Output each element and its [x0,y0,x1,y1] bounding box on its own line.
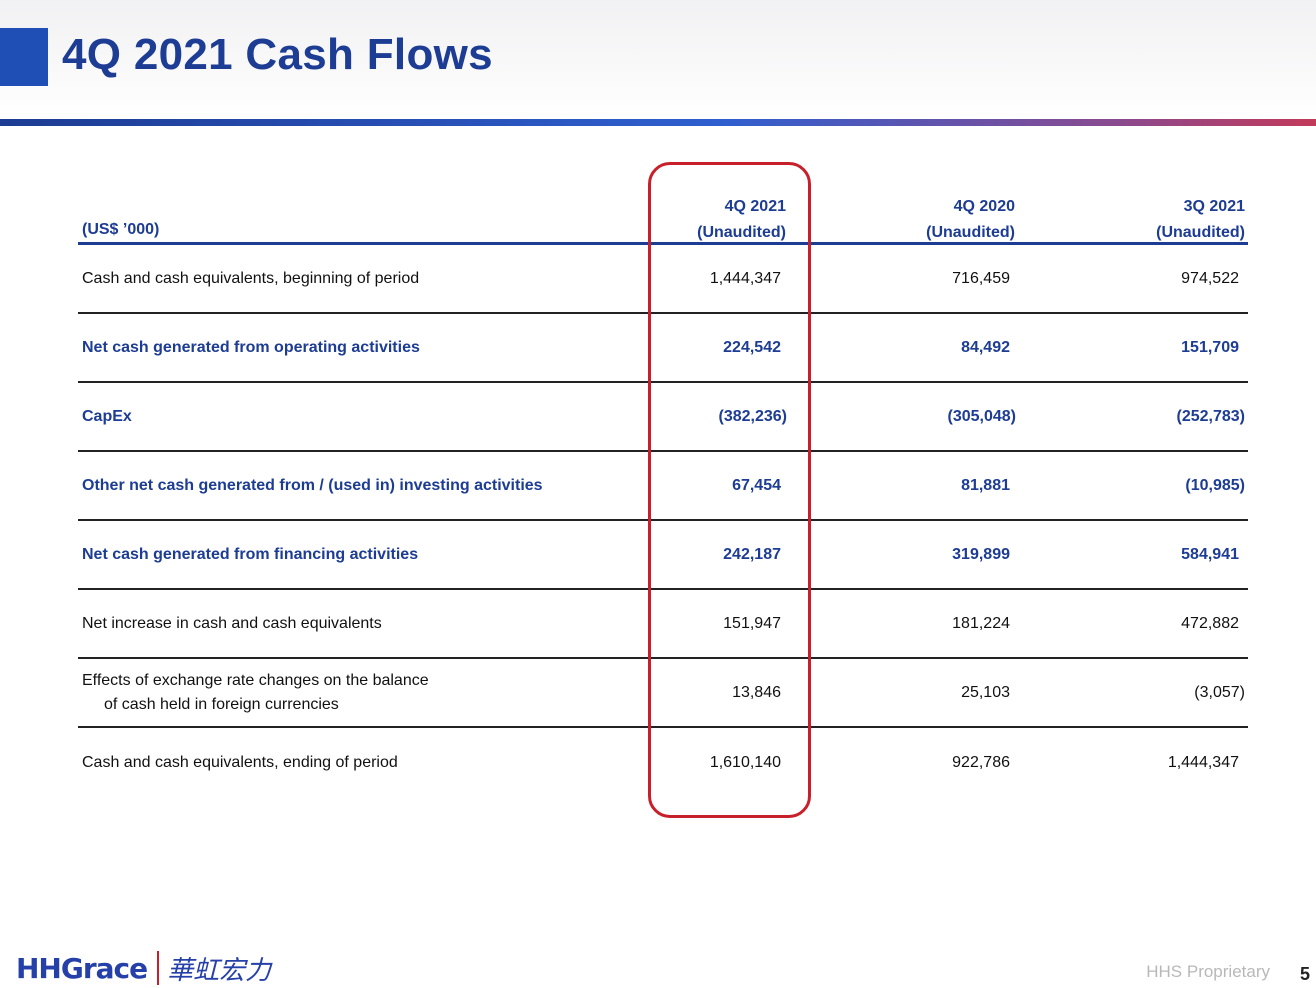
page-number: 5 [1299,964,1310,984]
slide-header: 4Q 2021 Cash Flows [0,0,1316,120]
cell-3q2021: 1,444,347 [1167,753,1239,771]
table-row: Cash and cash equivalents, ending of per… [78,728,1248,797]
row-label-line2: of cash held in foreign currencies [104,695,339,713]
table-row: Other net cash generated from / (used in… [78,452,1248,521]
row-label: Net cash generated from operating activi… [82,338,420,356]
column-period: 4Q 2021 [724,198,786,215]
column-period: 4Q 2020 [953,198,1015,215]
cell-3q2021: (252,783) [1176,407,1246,425]
cell-3q2021: 151,709 [1181,338,1239,356]
cell-4q2020: 81,881 [961,476,1010,494]
row-label: Net cash generated from financing activi… [82,545,419,563]
table-row: Net cash generated from operating activi… [78,314,1248,383]
column-note: (Unaudited) [926,224,1015,241]
title-underline-bar [0,119,1316,126]
cell-3q2021: 584,941 [1181,545,1239,563]
title-accent-square [0,28,48,86]
footer-proprietary: HHS Proprietary [1146,962,1270,981]
cell-4q2020: 319,899 [952,545,1010,563]
column-header-4q2021: 4Q 2021 (Unaudited) [697,194,786,246]
row-label-line1: Effects of exchange rate changes on the … [82,671,429,689]
cell-3q2021: 974,522 [1181,269,1239,287]
column-header-3q2021: 3Q 2021 (Unaudited) [1156,194,1245,246]
cell-4q2021: 1,444,347 [709,269,781,287]
slide-title: 4Q 2021 Cash Flows [62,30,493,79]
row-label: Effects of exchange rate changes on the … [82,659,582,726]
logo-divider [157,951,160,985]
cell-3q2021: (3,057) [1194,683,1245,701]
cell-4q2020: 25,103 [961,683,1010,701]
cell-4q2021: 151,947 [723,614,781,632]
logo-latin-text: HHGrace [16,951,148,985]
cell-3q2021: (10,985) [1185,476,1245,494]
row-label: CapEx [82,407,132,425]
cash-flow-table: (US$ ’000) 4Q 2021 (Unaudited) 4Q 2020 (… [78,190,1248,797]
column-period: 3Q 2021 [1183,198,1245,215]
cell-4q2021: 13,846 [732,683,781,701]
cell-4q2021: 242,187 [723,545,781,563]
cell-4q2020: 84,492 [961,338,1010,356]
cell-4q2021: 67,454 [732,476,781,494]
table-row: Net cash generated from financing activi… [78,521,1248,590]
cell-4q2021: 1,610,140 [709,753,781,771]
column-note: (Unaudited) [697,224,786,241]
table-header: (US$ ’000) 4Q 2021 (Unaudited) 4Q 2020 (… [78,190,1248,245]
table-row: Effects of exchange rate changes on the … [78,659,1248,728]
cell-4q2020: 181,224 [952,614,1010,632]
cell-4q2021: (382,236) [718,407,788,425]
logo-chinese-text: 華虹宏力 [167,955,272,986]
row-label: Cash and cash equivalents, ending of per… [82,753,398,771]
row-label: Cash and cash equivalents, beginning of … [82,269,420,287]
cell-4q2020: (305,048) [947,407,1017,425]
cell-4q2021: 224,542 [723,338,781,356]
column-header-4q2020: 4Q 2020 (Unaudited) [926,194,1015,246]
column-note: (Unaudited) [1156,224,1245,241]
cell-4q2020: 716,459 [952,269,1010,287]
row-label: Net increase in cash and cash equivalent… [82,614,382,632]
table-row: Net increase in cash and cash equivalent… [78,590,1248,659]
row-label: Other net cash generated from / (used in… [82,476,543,494]
cell-4q2020: 922,786 [952,753,1010,771]
unit-label: (US$ ’000) [82,221,160,238]
table-row: CapEx (382,236) (305,048) (252,783) [78,383,1248,452]
company-logo: HHGrace 華虹宏力 [16,948,271,988]
cell-3q2021: 472,882 [1181,614,1239,632]
table-row: Cash and cash equivalents, beginning of … [78,245,1248,314]
